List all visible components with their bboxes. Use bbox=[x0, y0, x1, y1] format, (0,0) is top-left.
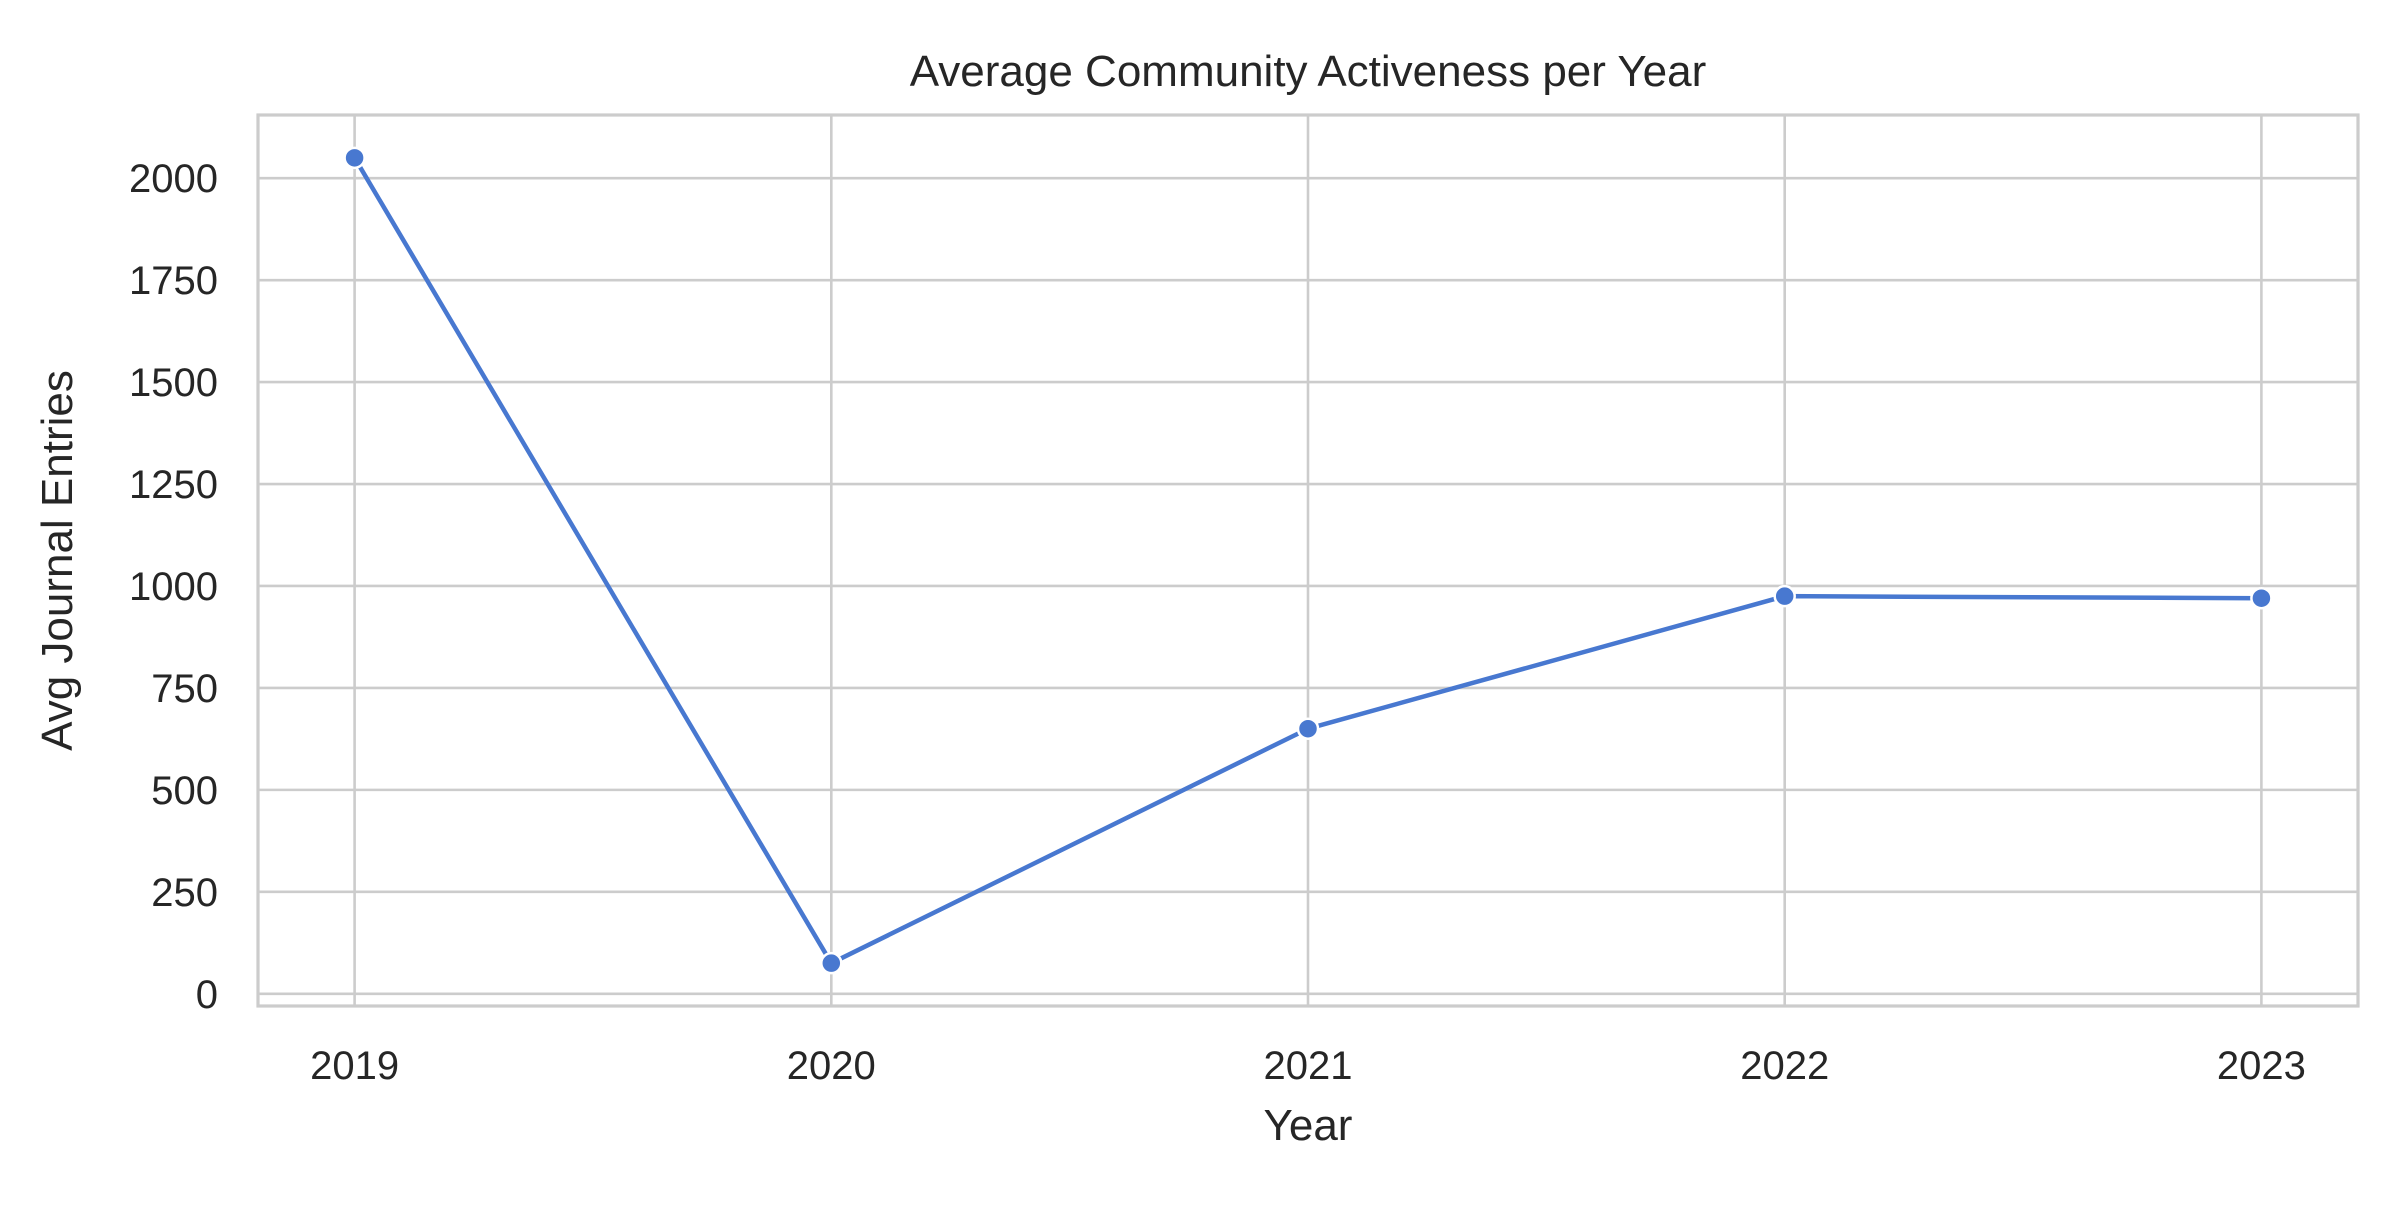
data-point bbox=[2250, 586, 2273, 610]
x-axis-title: Year bbox=[1264, 1101, 1353, 1150]
y-axis-ticks: 0 250 500 750 1000 1250 1500 1750 2000 bbox=[129, 157, 218, 1017]
x-tick-label: 2021 bbox=[1264, 1044, 1353, 1088]
y-tick-label: 500 bbox=[151, 769, 218, 813]
x-tick-label: 2022 bbox=[1740, 1044, 1829, 1088]
x-tick-label: 2020 bbox=[787, 1044, 876, 1088]
y-tick-label: 750 bbox=[151, 667, 218, 711]
y-tick-label: 1000 bbox=[129, 565, 218, 609]
y-tick-label: 1750 bbox=[129, 259, 218, 303]
data-point bbox=[343, 146, 366, 170]
x-axis-ticks: 2019 2020 2021 2022 2023 bbox=[310, 1044, 2306, 1088]
y-axis-title: Avg Journal Entries bbox=[33, 370, 82, 751]
y-tick-label: 250 bbox=[151, 871, 218, 915]
data-point bbox=[1773, 584, 1796, 608]
data-point bbox=[1296, 717, 1320, 740]
x-tick-label: 2019 bbox=[310, 1044, 399, 1088]
grid bbox=[258, 115, 2358, 1006]
y-tick-label: 1500 bbox=[129, 361, 218, 405]
x-tick-label: 2023 bbox=[2217, 1044, 2306, 1088]
y-tick-label: 0 bbox=[196, 973, 218, 1017]
chart-title: Average Community Activeness per Year bbox=[910, 47, 1707, 96]
series bbox=[343, 146, 2273, 975]
plot-frame bbox=[256, 113, 2360, 1008]
data-point bbox=[820, 951, 843, 975]
y-tick-label: 1250 bbox=[129, 463, 218, 507]
y-tick-label: 2000 bbox=[129, 157, 218, 201]
